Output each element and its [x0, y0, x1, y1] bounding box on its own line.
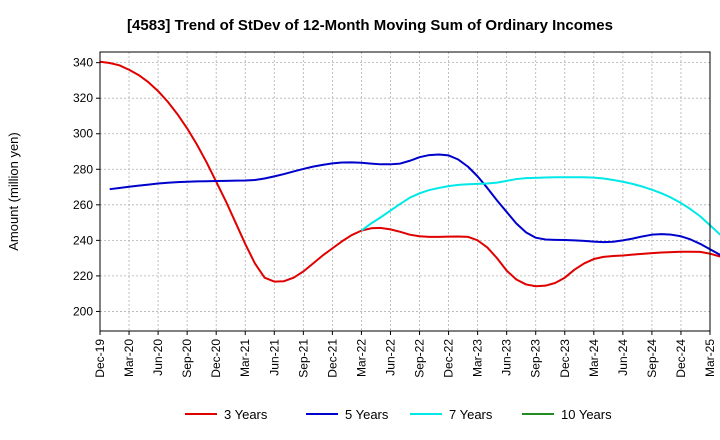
- grid: [100, 52, 710, 331]
- y-tick-label: 200: [73, 304, 93, 318]
- x-tick-label: Mar-21: [238, 339, 252, 377]
- legend: 3 Years 5 Years 7 Years 10 Years: [185, 407, 612, 422]
- x-tick-label: Sep-22: [413, 339, 427, 378]
- x-tick-label: Sep-20: [180, 339, 194, 378]
- y-tick-label: 220: [73, 269, 93, 283]
- series-line: [99, 60, 720, 288]
- x-tick-label: Dec-20: [209, 339, 223, 378]
- series-lines: [99, 60, 720, 288]
- x-tick-label: Mar-20: [122, 339, 136, 377]
- x-tick-label: Jun-22: [383, 339, 397, 376]
- x-tick-label: Jun-20: [151, 339, 165, 376]
- y-tick-label: 280: [73, 162, 93, 176]
- plot-area: [99, 51, 711, 332]
- y-tick-label: 240: [73, 233, 93, 247]
- y-axis-label: Amount (million yen): [6, 132, 21, 251]
- y-tick-label: 340: [73, 56, 93, 70]
- y-axis: 200 220 240 260 280 300 320 340: [73, 56, 100, 318]
- legend-label: 5 Years: [345, 407, 389, 422]
- x-tick-label: Mar-23: [471, 339, 485, 377]
- x-tick-label: Sep-23: [529, 339, 543, 378]
- x-tick-label: Jun-21: [267, 339, 281, 376]
- x-tick-label: Dec-23: [558, 339, 572, 378]
- x-tick-label: Sep-21: [296, 339, 310, 378]
- x-tick-label: Dec-21: [325, 339, 339, 378]
- y-tick-label: 260: [73, 198, 93, 212]
- y-tick-label: 320: [73, 91, 93, 105]
- x-tick-label: Dec-22: [442, 339, 456, 378]
- y-tick-label: 300: [73, 127, 93, 141]
- series-line: [360, 176, 720, 236]
- chart-title: [4583] Trend of StDev of 12-Month Moving…: [127, 17, 613, 34]
- x-tick-label: Jun-24: [616, 339, 630, 376]
- x-tick-label: Mar-25: [703, 339, 717, 377]
- x-tick-label: Dec-24: [674, 339, 688, 378]
- legend-label: 3 Years: [224, 407, 268, 422]
- legend-label: 7 Years: [449, 407, 493, 422]
- x-axis: Dec-19 Mar-20 Jun-20 Sep-20 Dec-20 Mar-21 Jun-…: [93, 331, 717, 378]
- x-tick-label: Sep-24: [645, 339, 659, 378]
- x-tick-label: Mar-22: [354, 339, 368, 377]
- series-line: [109, 153, 720, 256]
- x-tick-label: Mar-24: [587, 339, 601, 377]
- x-tick-label: Jun-23: [500, 339, 514, 376]
- x-tick-label: Dec-19: [93, 339, 107, 378]
- legend-label: 10 Years: [561, 407, 612, 422]
